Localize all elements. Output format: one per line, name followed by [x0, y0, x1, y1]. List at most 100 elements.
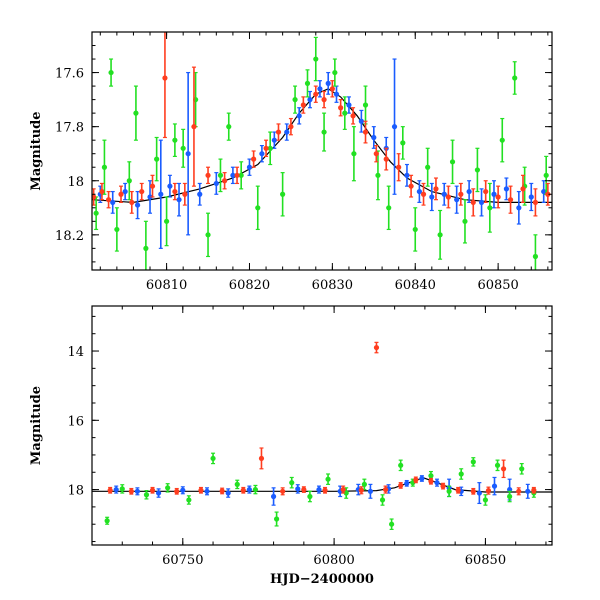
data-point — [143, 492, 150, 498]
data-point — [259, 151, 265, 157]
data-point — [255, 205, 261, 211]
y-tick-label: 14 — [67, 345, 84, 360]
data-point — [322, 487, 328, 493]
data-point — [519, 466, 525, 472]
data-point — [304, 80, 311, 86]
data-point — [313, 91, 319, 97]
data-point — [440, 483, 446, 489]
data-point — [445, 194, 451, 200]
data-point — [296, 113, 302, 119]
data-point — [270, 493, 277, 500]
data-point — [182, 191, 188, 197]
data-point — [428, 478, 434, 484]
data-point — [474, 167, 481, 173]
data-point — [470, 199, 476, 205]
data-point — [274, 516, 280, 522]
data-point — [476, 490, 482, 496]
series-1 — [104, 452, 537, 531]
data-point — [532, 199, 539, 205]
data-point — [128, 488, 134, 494]
data-point — [113, 486, 119, 493]
data-point — [180, 487, 186, 493]
data-point — [252, 486, 259, 493]
data-point — [458, 471, 464, 477]
data-point — [101, 164, 108, 170]
x-tick-label: 60820 — [229, 278, 270, 293]
data-point — [382, 486, 389, 493]
data-point — [482, 497, 489, 503]
series-0 — [97, 58, 547, 249]
data-point — [126, 178, 132, 184]
data-point — [470, 488, 476, 494]
data-point — [204, 488, 210, 494]
plot-frame — [91, 305, 553, 546]
data-point — [240, 487, 246, 493]
data-point — [288, 124, 294, 130]
data-point — [350, 113, 356, 119]
data-point — [543, 172, 549, 178]
data-point — [389, 521, 395, 527]
data-point — [139, 188, 145, 195]
data-point — [92, 194, 97, 200]
data-point — [165, 485, 171, 491]
data-point — [516, 488, 522, 494]
data-point — [258, 455, 265, 462]
plot-area — [92, 341, 552, 531]
series-2 — [107, 341, 537, 496]
data-point — [172, 188, 178, 195]
data-point — [516, 205, 522, 211]
y-tick-label: 18.2 — [55, 229, 84, 244]
y-axis-label: Magnitude — [29, 386, 44, 465]
data-point — [329, 86, 335, 92]
data-point — [332, 69, 338, 76]
data-point — [104, 518, 110, 524]
data-point — [110, 199, 116, 205]
data-point — [495, 194, 501, 200]
data-point — [93, 210, 99, 216]
data-point — [225, 490, 231, 496]
data-point — [499, 137, 505, 143]
series-2 — [92, 32, 551, 217]
data-point — [263, 145, 269, 151]
data-point — [419, 475, 425, 482]
data-point — [107, 487, 113, 493]
data-point — [338, 105, 344, 111]
data-point — [425, 164, 431, 170]
data-point — [346, 102, 352, 108]
data-point — [454, 197, 460, 203]
data-point — [404, 172, 410, 178]
data-point — [205, 232, 211, 238]
data-point — [342, 110, 348, 116]
data-point — [371, 134, 377, 141]
data-point — [99, 188, 105, 195]
data-point — [158, 191, 164, 197]
data-point — [396, 164, 402, 170]
data-point — [470, 459, 476, 465]
data-point — [307, 493, 313, 500]
data-point — [313, 56, 319, 62]
data-point — [379, 497, 386, 503]
data-point — [487, 205, 493, 211]
data-point — [163, 218, 170, 224]
data-point — [343, 490, 349, 496]
data-point — [234, 172, 240, 178]
data-point — [198, 487, 204, 493]
data-point — [217, 172, 224, 178]
series-0 — [113, 475, 531, 506]
data-point — [321, 97, 327, 103]
data-point — [174, 488, 180, 494]
bottom-panel: 60750 60800 60850 14 16 18 Magnitude HJD−240000… — [29, 305, 553, 587]
y-tick-label: 17.6 — [55, 67, 84, 82]
data-point — [428, 473, 434, 479]
data-point — [449, 159, 456, 165]
data-point — [483, 188, 489, 195]
x-tick-label: 60830 — [312, 278, 353, 293]
data-point — [197, 191, 203, 197]
data-point — [280, 488, 286, 494]
data-point — [234, 481, 240, 487]
data-point — [532, 253, 539, 260]
data-point — [500, 466, 507, 472]
data-point — [154, 156, 160, 162]
plot-frame — [91, 31, 553, 271]
